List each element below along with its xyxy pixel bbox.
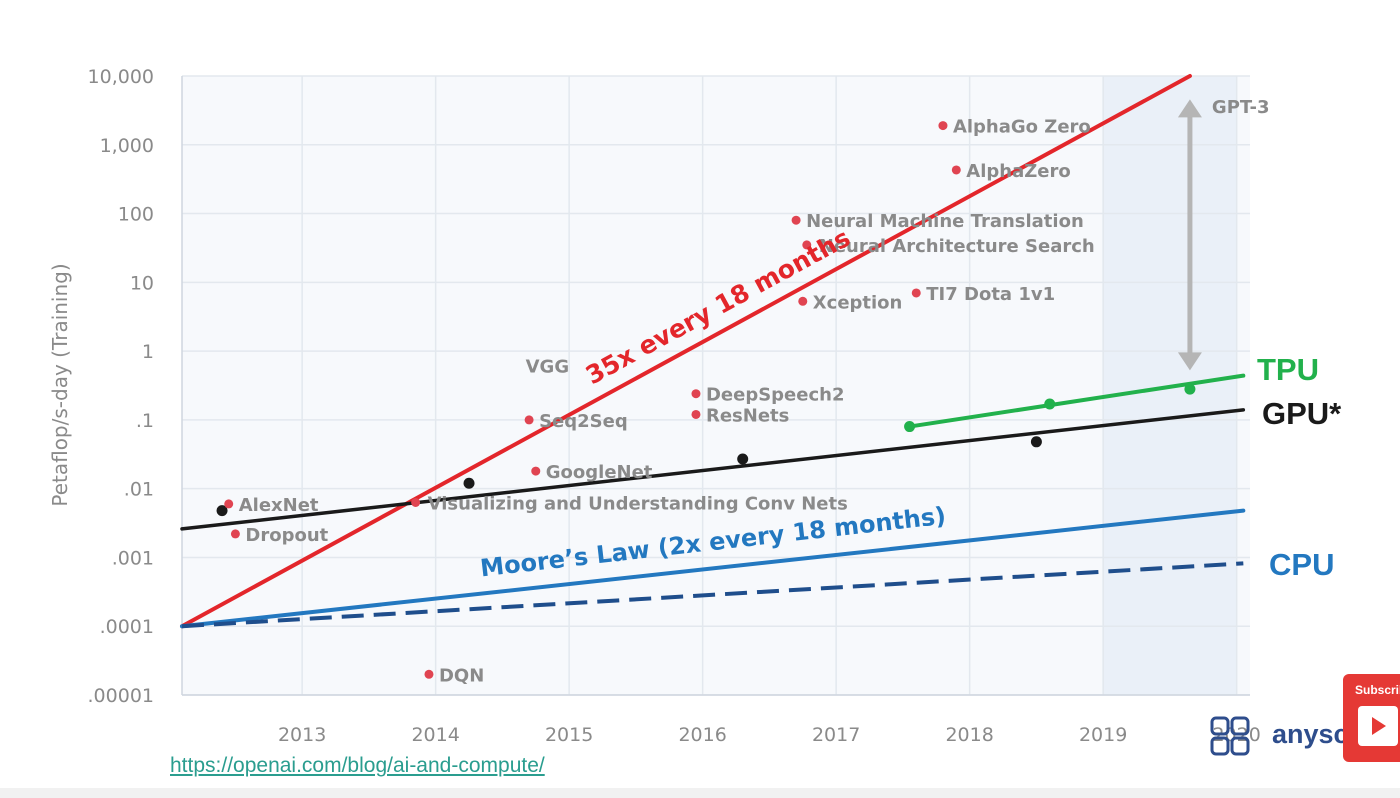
series-line-gpu	[180, 408, 1246, 531]
y-tick-label: .1	[136, 410, 154, 432]
series-point-gpu	[1030, 436, 1042, 448]
model-point-googlenet	[531, 466, 541, 476]
model-point-seq2seq	[524, 415, 534, 425]
x-tick-label: 2013	[278, 724, 326, 746]
model-point-visualizing-and-understanding-conv-nets	[411, 497, 421, 507]
y-tick-label: .00001	[88, 685, 154, 707]
model-label-vgg: VGG	[526, 357, 569, 378]
model-label-seq2seq: Seq2Seq	[539, 411, 628, 432]
model-point-neural-architecture-search	[802, 240, 812, 250]
anyscale-logo-icon	[1210, 716, 1250, 756]
model-label-neural-machine-translation: Neural Machine Translation	[806, 211, 1084, 232]
y-tick-label: .01	[124, 479, 154, 501]
model-label-dqn: DQN	[439, 665, 484, 686]
model-label-alphazero: AlphaZero	[966, 161, 1070, 182]
x-tick-label: 2017	[812, 724, 860, 746]
y-tick-label: 10,000	[88, 66, 154, 88]
series-point-gpu	[737, 453, 749, 465]
model-label-dropout: Dropout	[245, 525, 328, 546]
model-label-ti7-dota-1v1: TI7 Dota 1v1	[926, 284, 1055, 305]
series-point-tpu	[904, 421, 916, 433]
series-line-moore-s-law-2x-every-18-months	[180, 508, 1246, 629]
bottom-strip	[0, 788, 1400, 798]
y-tick-label: 10	[130, 272, 154, 294]
model-label-xception: Xception	[813, 292, 903, 313]
model-point-alphago-zero	[938, 121, 948, 131]
model-point-alphazero	[951, 165, 961, 175]
arrow-up-icon	[1177, 99, 1202, 118]
model-label-alphago-zero: AlphaGo Zero	[953, 117, 1091, 138]
model-label-visualizing-and-understanding-conv-nets: Visualizing and Understanding Conv Nets	[428, 493, 848, 514]
y-axis-title: Petaflop/s-day (Training)	[48, 263, 72, 506]
model-label-gpt-3: GPT-3	[1212, 97, 1270, 118]
subscribe-button[interactable]: Subscribe	[1343, 674, 1400, 762]
y-tick-label: .0001	[100, 616, 154, 638]
series-line-cpu	[181, 561, 1244, 629]
y-tick-label: 100	[118, 204, 154, 226]
y-tick-label: 1	[142, 341, 154, 363]
model-label-deepspeech2: DeepSpeech2	[706, 385, 845, 406]
model-point-alexnet	[224, 499, 234, 509]
model-label-googlenet: GoogleNet	[546, 462, 653, 483]
model-point-resnets	[691, 409, 701, 419]
model-label-resnets: ResNets	[706, 405, 789, 426]
model-label-alexnet: AlexNet	[239, 495, 319, 516]
model-point-xception	[798, 296, 808, 306]
subscribe-label: Subscribe	[1355, 683, 1400, 697]
plot-area	[182, 76, 1250, 695]
annotation-gpu: GPU*	[1262, 396, 1342, 431]
x-tick-label: 2015	[545, 724, 593, 746]
series-point-gpu	[216, 505, 228, 517]
y-tick-label: 1,000	[100, 135, 154, 157]
x-tick-label: 2019	[1079, 724, 1127, 746]
model-point-ti7-dota-1v1	[911, 288, 921, 298]
series-point-gpu	[463, 477, 475, 489]
series-point-tpu	[1044, 398, 1056, 410]
model-point-dqn	[424, 669, 434, 679]
annotation-tpu: TPU	[1257, 352, 1319, 387]
model-label-neural-architecture-search: Neural Architecture Search	[819, 236, 1095, 257]
play-icon	[1358, 706, 1398, 746]
x-tick-label: 2014	[411, 724, 459, 746]
annotation-cpu: CPU	[1269, 547, 1334, 582]
x-tick-label: 2016	[678, 724, 726, 746]
model-point-deepspeech2	[691, 389, 701, 399]
model-point-dropout	[230, 529, 240, 539]
series-point-tpu	[1184, 383, 1196, 395]
y-tick-label: .001	[112, 547, 154, 569]
x-tick-label: 2018	[945, 724, 993, 746]
source-link[interactable]: https://openai.com/blog/ai-and-compute/	[170, 754, 545, 777]
model-point-neural-machine-translation	[791, 215, 801, 225]
series-line-35x-every-18-months	[180, 74, 1192, 629]
arrow-down-icon	[1177, 352, 1202, 371]
